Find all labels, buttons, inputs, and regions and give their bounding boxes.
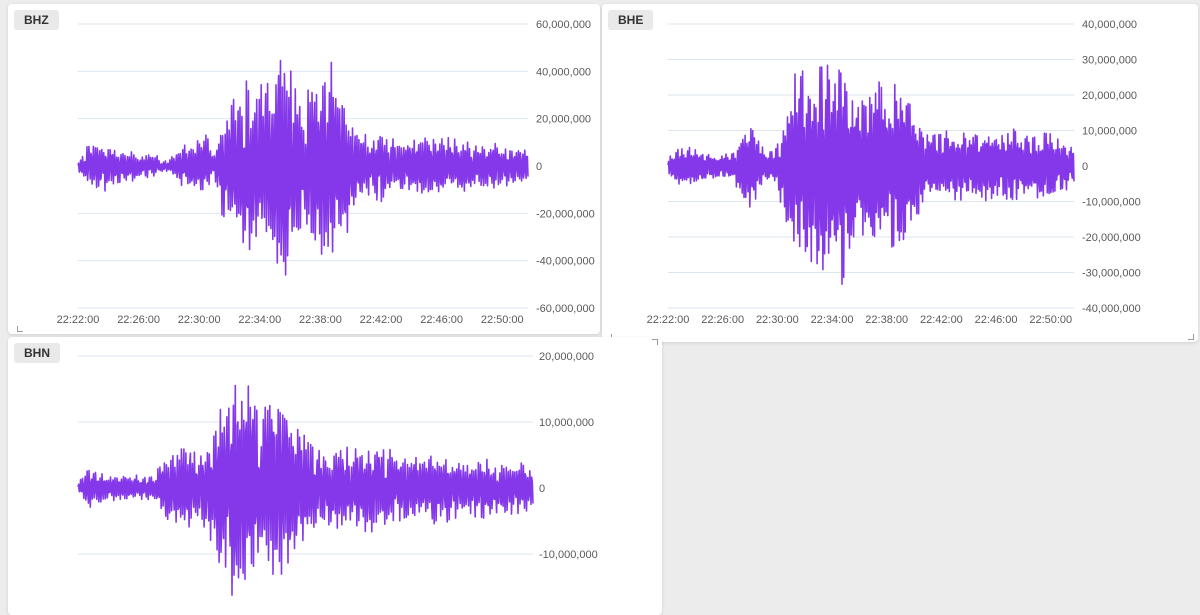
y-tick-label: 60,000,000 — [536, 19, 591, 31]
waveform-series-bhz — [77, 59, 529, 276]
x-tick-label: 22:34:00 — [811, 314, 854, 326]
x-tick-label: 22:26:00 — [701, 314, 744, 326]
y-tick-label: 40,000,000 — [1082, 19, 1137, 31]
bhn-chart-panel: BHN 20,000,000 10,000,000 0 -10,000,000 — [8, 337, 662, 615]
resize-corner-icon — [652, 339, 658, 345]
x-tick-label: 22:34:00 — [238, 314, 281, 326]
x-tick-label: 22:22:00 — [647, 314, 690, 326]
y-tick-label: 20,000,000 — [1082, 90, 1137, 102]
y-tick-label: 40,000,000 — [536, 66, 591, 78]
bhz-chart: 60,000,000 40,000,000 20,000,000 0 -20,000,0… — [57, 19, 595, 326]
x-tick-label: 22:26:00 — [117, 314, 160, 326]
x-tick-label: 22:38:00 — [865, 314, 908, 326]
x-tick-label: 22:50:00 — [1029, 314, 1072, 326]
y-tick-label: 20,000,000 — [539, 351, 594, 363]
y-tick-label: -10,000,000 — [1082, 197, 1141, 209]
x-tick-label: 22:42:00 — [360, 314, 403, 326]
x-tick-label: 22:30:00 — [756, 314, 799, 326]
x-tick-label: 22:30:00 — [178, 314, 221, 326]
x-tick-label: 22:22:00 — [57, 314, 100, 326]
y-tick-label: -40,000,000 — [1082, 303, 1141, 315]
resize-handle-icon[interactable] — [1188, 334, 1194, 340]
waveform-series-bhn — [77, 384, 534, 596]
y-tick-label: -30,000,000 — [1082, 268, 1141, 280]
bhn-channel-badge: BHN — [14, 343, 60, 363]
y-tick-label: 0 — [539, 483, 545, 495]
y-tick-label: -60,000,000 — [536, 303, 595, 315]
y-tick-label: -20,000,000 — [536, 208, 595, 220]
bhe-channel-badge: BHE — [608, 10, 654, 30]
x-tick-label: 22:42:00 — [920, 314, 963, 326]
resize-corner-icon — [17, 326, 23, 332]
y-tick-label: 30,000,000 — [1082, 55, 1137, 67]
y-tick-label: -10,000,000 — [539, 549, 598, 561]
bhn-chart: 20,000,000 10,000,000 0 -10,000,000 — [77, 351, 598, 596]
x-tick-label: 22:38:00 — [299, 314, 342, 326]
y-tick-label: -20,000,000 — [1082, 232, 1141, 244]
waveform-series-bhe — [667, 64, 1075, 285]
y-tick-label: -40,000,000 — [536, 256, 595, 268]
bhz-chart-panel: BHZ 60,000,000 40,000,000 20,000,000 0 -20,0… — [8, 4, 600, 334]
y-tick-label: 20,000,000 — [536, 114, 591, 126]
y-tick-label: 0 — [1082, 161, 1088, 173]
bhz-channel-badge: BHZ — [14, 10, 59, 30]
bhe-chart-panel: BHE 40,000,000 30,000,000 20,000,000 10,000… — [602, 4, 1198, 342]
y-tick-label: 0 — [536, 161, 542, 173]
x-tick-label: 22:46:00 — [975, 314, 1018, 326]
y-tick-label: 10,000,000 — [1082, 126, 1137, 138]
bhe-chart: 40,000,000 30,000,000 20,000,000 10,000,000… — [647, 19, 1141, 326]
x-tick-label: 22:50:00 — [481, 314, 524, 326]
x-tick-label: 22:46:00 — [420, 314, 463, 326]
y-tick-label: 10,000,000 — [539, 417, 594, 429]
